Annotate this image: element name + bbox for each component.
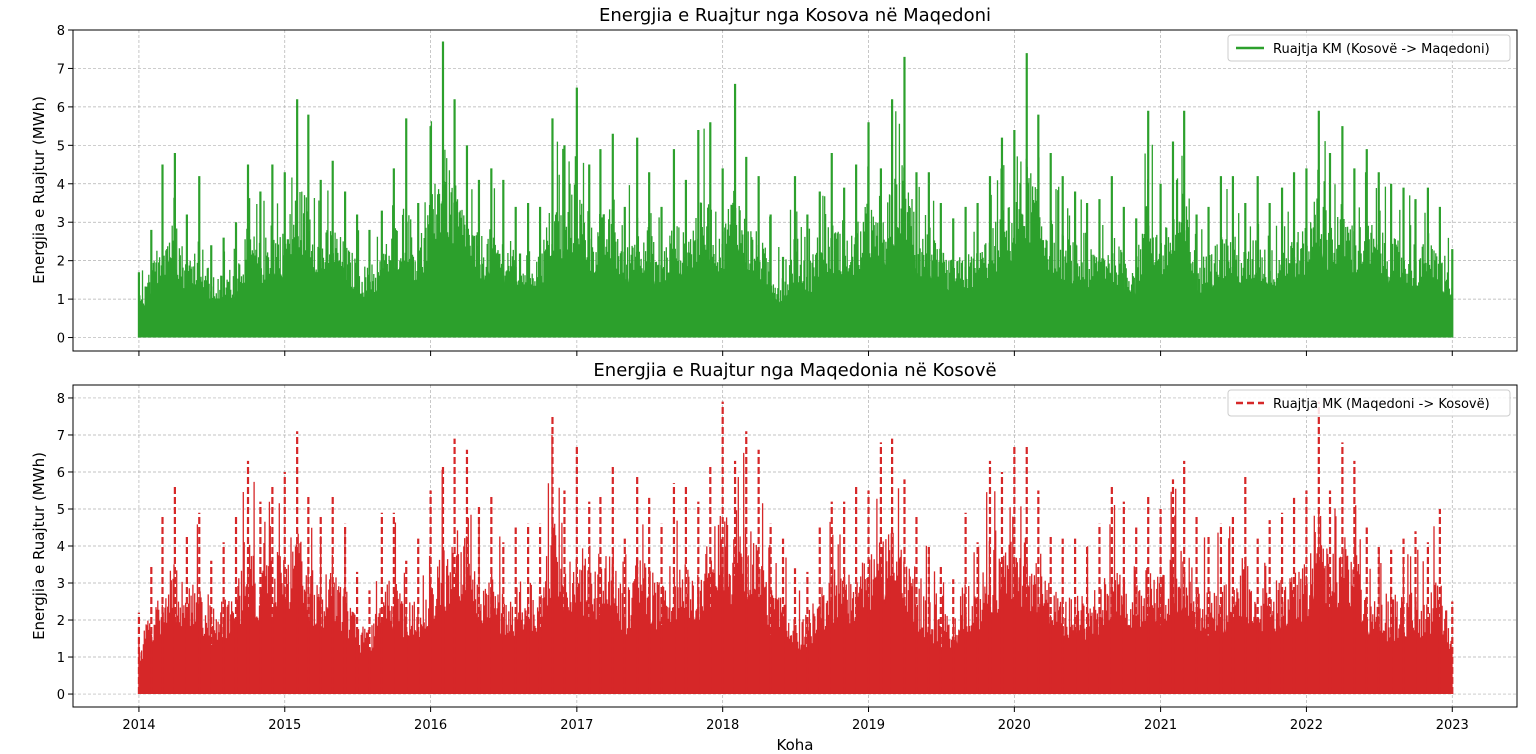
- y-tick-label: 5: [57, 503, 65, 518]
- x-tick-label: 2021: [1144, 718, 1177, 733]
- y-tick-label: 4: [57, 178, 65, 193]
- y-tick-label: 8: [57, 392, 65, 407]
- chart-top-panel: 0 1 2 3 4 5 6 7 8 Energjia e Ruajtur nga Kosova …: [30, 5, 1518, 356]
- y-tick-label: 2: [57, 255, 65, 270]
- x-ticks: 2014 2015 2016 2017 2018 2019 2020 2021 2022 2023: [122, 707, 1469, 733]
- chart-title: Energjia e Ruajtur nga Kosova në Maqedon…: [599, 5, 991, 26]
- y-axis-label: Energjia e Ruajtur (MWh): [30, 452, 48, 640]
- y-tick-label: 8: [57, 24, 65, 39]
- y-tick-label: 1: [57, 651, 65, 666]
- y-tick-label: 6: [57, 466, 65, 481]
- y-ticks: 0 1 2 3 4 5 6 7 8: [57, 392, 73, 703]
- legend-box: [1227, 389, 1511, 417]
- y-tick-label: 3: [57, 577, 65, 592]
- x-tick-label: 2014: [122, 718, 155, 733]
- y-tick-label: 7: [57, 62, 65, 77]
- series-mk-area: [137, 401, 1454, 695]
- x-tick-label: 2019: [852, 718, 885, 733]
- x-tick-label: 2022: [1290, 718, 1323, 733]
- legend: Ruajtja MK (Maqedoni -> Kosovë): [1227, 389, 1511, 417]
- x-axis-label: Koha: [777, 736, 814, 754]
- plot-frame: [72, 29, 1518, 352]
- legend: Ruajtja KM (Kosovë -> Maqedoni): [1227, 34, 1511, 62]
- x-tick-label: 2023: [1436, 718, 1469, 733]
- y-tick-label: 1: [57, 293, 65, 308]
- y-ticks: 0 1 2 3 4 5 6 7 8: [57, 24, 73, 347]
- legend-label-mk: Ruajtja MK (Maqedoni -> Kosovë): [1273, 397, 1490, 412]
- x-tick-label: 2016: [414, 718, 447, 733]
- legend-label-km: Ruajtja KM (Kosovë -> Maqedoni): [1273, 42, 1490, 57]
- y-tick-label: 0: [57, 688, 65, 703]
- x-tick-label: 2020: [998, 718, 1031, 733]
- y-tick-label: 6: [57, 101, 65, 116]
- y-tick-label: 2: [57, 614, 65, 629]
- series-km-area: [137, 41, 1454, 338]
- x-tick-label: 2017: [560, 718, 593, 733]
- y-tick-label: 0: [57, 332, 65, 347]
- x-tick-label: 2018: [706, 718, 739, 733]
- x-tick-label: 2015: [268, 718, 301, 733]
- y-tick-label: 7: [57, 429, 65, 444]
- y-axis-label: Energjia e Ruajtur (MWh): [30, 96, 48, 284]
- y-tick-label: 4: [57, 540, 65, 555]
- legend-box: [1227, 34, 1511, 62]
- chart-title: Energjia e Ruajtur nga Maqedonia në Koso…: [593, 360, 996, 381]
- x-ticks: [138, 351, 1453, 356]
- y-tick-label: 3: [57, 216, 65, 231]
- y-tick-label: 5: [57, 139, 65, 154]
